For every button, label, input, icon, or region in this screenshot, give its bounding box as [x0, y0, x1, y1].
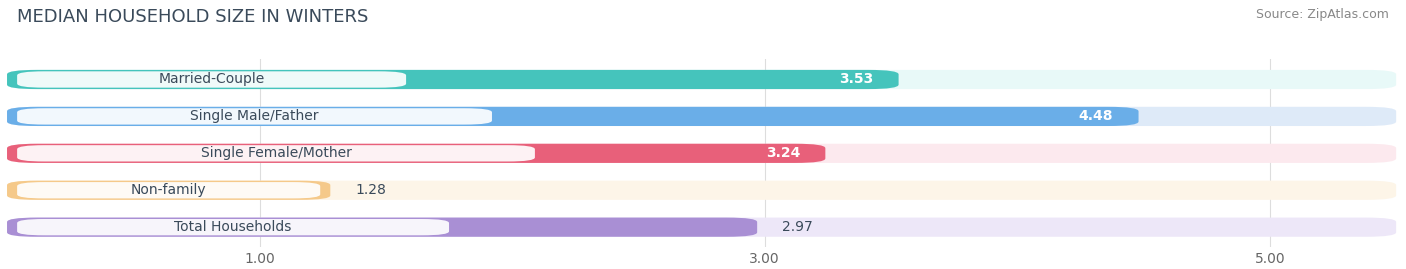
Text: Source: ZipAtlas.com: Source: ZipAtlas.com [1256, 8, 1389, 21]
Text: MEDIAN HOUSEHOLD SIZE IN WINTERS: MEDIAN HOUSEHOLD SIZE IN WINTERS [17, 8, 368, 26]
FancyBboxPatch shape [7, 181, 330, 200]
Text: Married-Couple: Married-Couple [159, 72, 264, 87]
Text: 1.28: 1.28 [356, 183, 387, 197]
Text: 3.53: 3.53 [839, 72, 873, 87]
FancyBboxPatch shape [7, 70, 898, 89]
Text: Total Households: Total Households [174, 220, 292, 234]
FancyBboxPatch shape [7, 107, 1139, 126]
Text: 2.97: 2.97 [782, 220, 813, 234]
FancyBboxPatch shape [17, 108, 492, 125]
FancyBboxPatch shape [7, 70, 1396, 89]
FancyBboxPatch shape [7, 181, 1396, 200]
FancyBboxPatch shape [17, 145, 534, 161]
FancyBboxPatch shape [7, 218, 1396, 237]
Text: Single Female/Mother: Single Female/Mother [201, 146, 352, 160]
Text: Single Male/Father: Single Male/Father [190, 109, 319, 123]
FancyBboxPatch shape [7, 144, 1396, 163]
Text: 3.24: 3.24 [766, 146, 800, 160]
FancyBboxPatch shape [7, 107, 1396, 126]
Text: Non-family: Non-family [131, 183, 207, 197]
FancyBboxPatch shape [17, 219, 449, 235]
Text: 4.48: 4.48 [1078, 109, 1114, 123]
FancyBboxPatch shape [17, 182, 321, 199]
FancyBboxPatch shape [7, 144, 825, 163]
FancyBboxPatch shape [7, 218, 758, 237]
FancyBboxPatch shape [17, 71, 406, 88]
